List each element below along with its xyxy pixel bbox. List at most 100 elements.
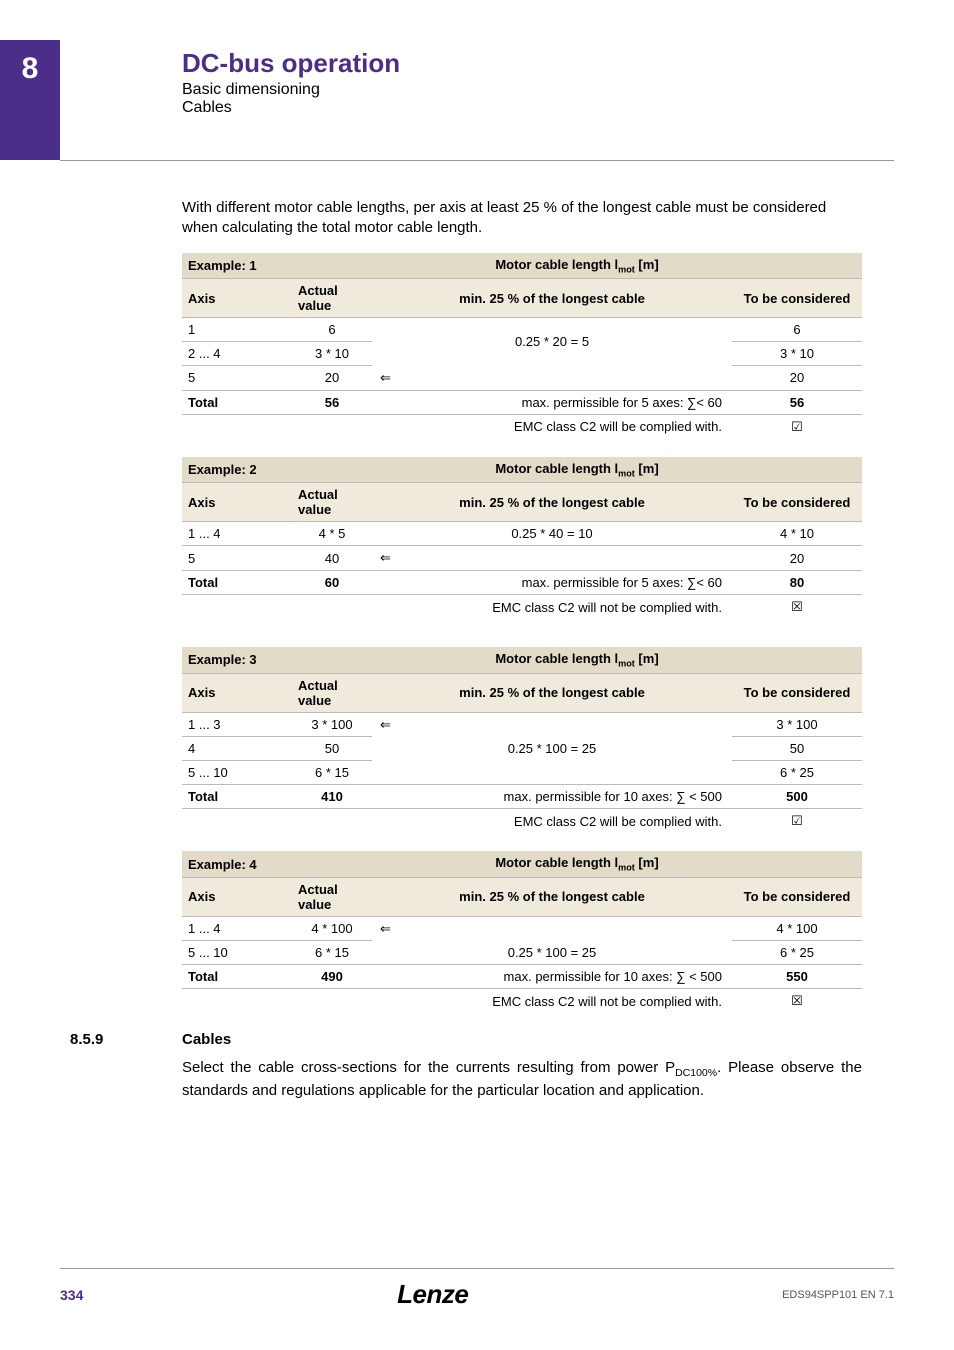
header-sub2: Cables bbox=[182, 99, 400, 117]
ex4-r2-actual: 6 * 15 bbox=[292, 941, 372, 965]
ex2-total-label: Total bbox=[182, 571, 292, 595]
mh-sub: mot bbox=[618, 264, 635, 274]
ex1-min: 0.25 * 20 = 5 bbox=[372, 318, 732, 366]
col-axis: Axis bbox=[182, 877, 292, 916]
example-3-table: Example: 3 Motor cable length lmot [m] A… bbox=[182, 647, 862, 833]
motor-header: Motor cable length lmot [m] bbox=[292, 647, 862, 673]
ex1-r3-actual: 20 bbox=[292, 366, 372, 391]
ex3-label: Example: 3 bbox=[182, 647, 292, 673]
page-number: 334 bbox=[60, 1287, 83, 1303]
section-title: Cables bbox=[182, 1031, 231, 1048]
ex2-label: Example: 2 bbox=[182, 457, 292, 483]
mh-post: [m] bbox=[635, 651, 659, 666]
cross-icon: ☒ bbox=[732, 989, 862, 1014]
col-axis: Axis bbox=[182, 673, 292, 712]
col-axis: Axis bbox=[182, 483, 292, 522]
ex4-total-label: Total bbox=[182, 965, 292, 989]
body-pre: Select the cable cross-sections for the … bbox=[182, 1059, 675, 1076]
ex3-emc: EMC class C2 will be complied with. bbox=[372, 809, 732, 834]
col-tobe: To be considered bbox=[732, 483, 862, 522]
mh-pre: Motor cable length l bbox=[495, 461, 618, 476]
ex3-total-note: max. permissible for 10 axes: ∑ < 500 bbox=[372, 785, 732, 809]
col-actual: Actual value bbox=[292, 673, 372, 712]
ex3-r2-axis: 4 bbox=[182, 737, 292, 761]
ex3-r3-axis: 5 ... 10 bbox=[182, 761, 292, 785]
ex2-r1-axis: 1 ... 4 bbox=[182, 522, 292, 546]
arrow-icon: ⇐ bbox=[372, 546, 732, 571]
intro-text: With different motor cable lengths, per … bbox=[182, 198, 862, 239]
mh-post: [m] bbox=[635, 257, 659, 272]
ex2-r1-actual: 4 * 5 bbox=[292, 522, 372, 546]
ex2-emc: EMC class C2 will not be complied with. bbox=[372, 595, 732, 620]
ex2-r2-actual: 40 bbox=[292, 546, 372, 571]
example-4-table: Example: 4 Motor cable length lmot [m] A… bbox=[182, 851, 862, 1013]
mh-pre: Motor cable length l bbox=[495, 257, 618, 272]
arrow-icon: ⇐ bbox=[372, 712, 732, 737]
col-min: min. 25 % of the longest cable bbox=[372, 279, 732, 318]
col-min: min. 25 % of the longest cable bbox=[372, 483, 732, 522]
ex3-r1-actual: 3 * 100 bbox=[292, 712, 372, 737]
ex1-r2-tobe: 3 * 10 bbox=[732, 342, 862, 366]
check-icon: ☑ bbox=[732, 809, 862, 834]
mh-pre: Motor cable length l bbox=[495, 651, 618, 666]
ex1-total-label: Total bbox=[182, 390, 292, 414]
ex1-r1-axis: 1 bbox=[182, 318, 292, 342]
ex4-total-tobe: 550 bbox=[732, 965, 862, 989]
cross-icon: ☒ bbox=[732, 595, 862, 620]
mh-pre: Motor cable length l bbox=[495, 855, 618, 870]
mh-sub: mot bbox=[618, 659, 635, 669]
ex3-r2-tobe: 50 bbox=[732, 737, 862, 761]
ex4-total-actual: 490 bbox=[292, 965, 372, 989]
arrow-icon: ⇐ bbox=[372, 916, 732, 941]
ex4-r2-tobe: 6 * 25 bbox=[732, 941, 862, 965]
section-heading: 8.5.9 Cables bbox=[70, 1031, 862, 1048]
page-header: DC-bus operation Basic dimensioning Cabl… bbox=[182, 48, 400, 117]
ex4-min: 0.25 * 100 = 25 bbox=[372, 941, 732, 965]
ex3-total-actual: 410 bbox=[292, 785, 372, 809]
header-rule bbox=[60, 160, 894, 161]
ex2-r1-tobe: 4 * 10 bbox=[732, 522, 862, 546]
ex3-total-tobe: 500 bbox=[732, 785, 862, 809]
mh-post: [m] bbox=[635, 855, 659, 870]
ex1-r1-tobe: 6 bbox=[732, 318, 862, 342]
col-min: min. 25 % of the longest cable bbox=[372, 877, 732, 916]
col-actual: Actual value bbox=[292, 279, 372, 318]
ex1-r3-axis: 5 bbox=[182, 366, 292, 391]
ex3-r1-tobe: 3 * 100 bbox=[732, 712, 862, 737]
col-tobe: To be considered bbox=[732, 673, 862, 712]
col-actual: Actual value bbox=[292, 877, 372, 916]
section-number: 8.5.9 bbox=[70, 1031, 182, 1048]
ex1-r1-actual: 6 bbox=[292, 318, 372, 342]
ex4-r1-axis: 1 ... 4 bbox=[182, 916, 292, 941]
ex4-r1-tobe: 4 * 100 bbox=[732, 916, 862, 941]
ex2-total-tobe: 80 bbox=[732, 571, 862, 595]
ex4-total-note: max. permissible for 10 axes: ∑ < 500 bbox=[372, 965, 732, 989]
ex1-total-note: max. permissible for 5 axes: ∑< 60 bbox=[372, 390, 732, 414]
mh-post: [m] bbox=[635, 461, 659, 476]
arrow-icon: ⇐ bbox=[372, 366, 732, 391]
ex3-r1-axis: 1 ... 3 bbox=[182, 712, 292, 737]
ex1-total-actual: 56 bbox=[292, 390, 372, 414]
example-1-table: Example: 1 Motor cable length lmot [m] A… bbox=[182, 253, 862, 439]
ex3-total-label: Total bbox=[182, 785, 292, 809]
example-2-table: Example: 2 Motor cable length lmot [m] A… bbox=[182, 457, 862, 620]
ex2-r2-tobe: 20 bbox=[732, 546, 862, 571]
ex3-r3-tobe: 6 * 25 bbox=[732, 761, 862, 785]
ex1-r2-axis: 2 ... 4 bbox=[182, 342, 292, 366]
cables-body: Select the cable cross-sections for the … bbox=[182, 1058, 862, 1100]
ex4-r1-actual: 4 * 100 bbox=[292, 916, 372, 941]
ex1-r2-actual: 3 * 10 bbox=[292, 342, 372, 366]
ex4-r2-axis: 5 ... 10 bbox=[182, 941, 292, 965]
mh-sub: mot bbox=[618, 468, 635, 478]
ex2-total-note: max. permissible for 5 axes: ∑< 60 bbox=[372, 571, 732, 595]
ex4-label: Example: 4 bbox=[182, 851, 292, 877]
motor-header: Motor cable length lmot [m] bbox=[292, 851, 862, 877]
motor-header: Motor cable length lmot [m] bbox=[292, 253, 862, 279]
check-icon: ☑ bbox=[732, 414, 862, 439]
ex3-r2-actual: 50 bbox=[292, 737, 372, 761]
ex2-r1-min: 0.25 * 40 = 10 bbox=[372, 522, 732, 546]
motor-header: Motor cable length lmot [m] bbox=[292, 457, 862, 483]
ex1-total-tobe: 56 bbox=[732, 390, 862, 414]
doc-id: EDS94SPP101 EN 7.1 bbox=[782, 1289, 894, 1301]
ex2-total-actual: 60 bbox=[292, 571, 372, 595]
